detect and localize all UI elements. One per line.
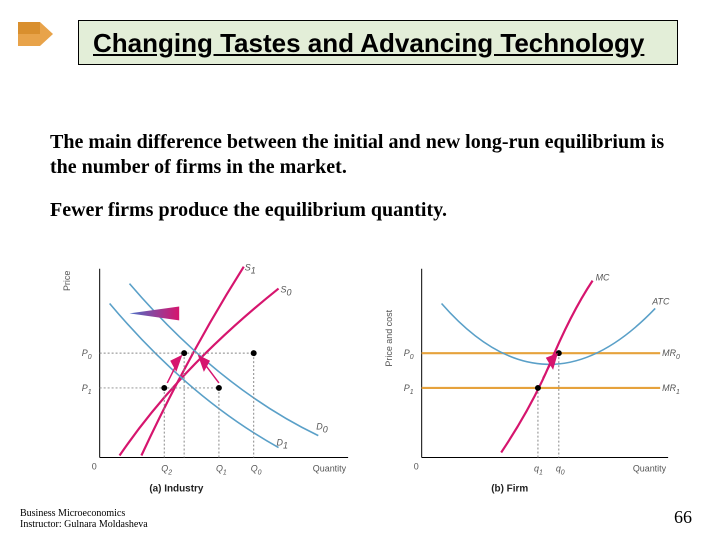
svg-text:S0: S0: [281, 285, 292, 298]
svg-text:D1: D1: [277, 438, 288, 451]
svg-text:P0: P0: [82, 348, 92, 361]
svg-text:q0: q0: [556, 463, 565, 476]
svg-text:Price and cost: Price and cost: [384, 309, 394, 366]
title-box: Changing Tastes and Advancing Technology: [78, 20, 678, 65]
svg-text:D0: D0: [316, 422, 327, 435]
svg-text:S1: S1: [245, 263, 256, 276]
svg-text:P1: P1: [82, 383, 92, 396]
svg-text:MC: MC: [596, 273, 610, 283]
svg-text:P1: P1: [404, 383, 414, 396]
paragraph-1: The main difference between the initial …: [50, 130, 670, 180]
svg-text:q1: q1: [534, 463, 543, 476]
footer: Business Microeconomics Instructor: Guln…: [20, 508, 148, 530]
svg-text:(a) Industry: (a) Industry: [149, 483, 204, 494]
svg-text:0: 0: [414, 461, 419, 471]
footer-line-1: Business Microeconomics: [20, 508, 148, 519]
page-title: Changing Tastes and Advancing Technology: [93, 29, 663, 58]
svg-text:(b) Firm: (b) Firm: [491, 483, 528, 494]
footer-line-2: Instructor: Gulnara Moldasheva: [20, 519, 148, 530]
svg-text:MR1: MR1: [662, 383, 680, 396]
charts-container: Price Quantity 0 S1: [50, 258, 680, 498]
svg-text:Price: Price: [62, 271, 72, 291]
chart-industry: Price Quantity 0 S1: [50, 258, 368, 498]
svg-text:Q2: Q2: [161, 463, 172, 476]
svg-text:ATC: ATC: [651, 296, 670, 306]
paragraph-2: Fewer firms produce the equilibrium quan…: [50, 198, 670, 223]
svg-text:Q0: Q0: [251, 463, 262, 476]
body-text: The main difference between the initial …: [50, 130, 670, 241]
svg-text:MR0: MR0: [662, 348, 680, 361]
demand-shift-arrow: [129, 306, 179, 320]
svg-text:P0: P0: [404, 348, 414, 361]
svg-text:0: 0: [92, 461, 97, 471]
svg-text:Q1: Q1: [216, 463, 227, 476]
svg-text:Quantity: Quantity: [313, 463, 347, 473]
bullet-icon: [18, 22, 53, 46]
svg-text:Quantity: Quantity: [633, 463, 667, 473]
page-number: 66: [674, 507, 692, 528]
chart-firm: Price and cost Quantity 0 MC ATC MR0 MR1…: [372, 258, 680, 498]
